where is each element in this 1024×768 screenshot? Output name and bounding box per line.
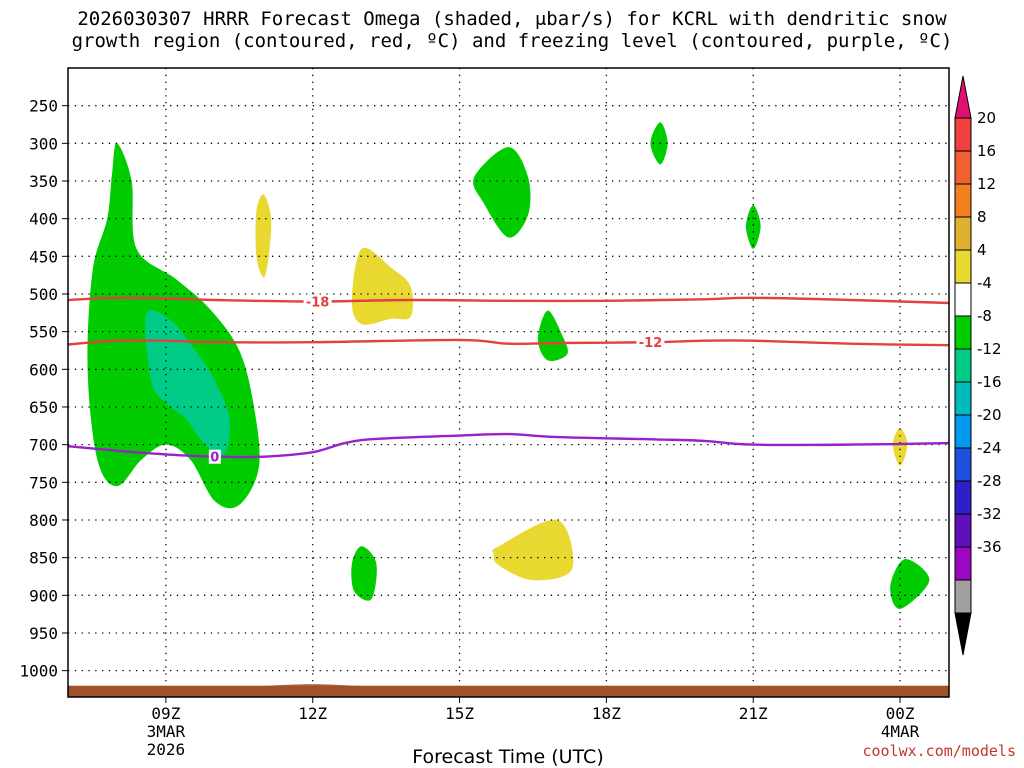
- contour-label-bg-isotherm-minus-18: [303, 294, 332, 309]
- colorbar-swatch-10: [954, 447, 972, 482]
- x-tick-date-09Z: 3MAR: [147, 722, 186, 741]
- colorbar-swatch-2: [954, 183, 972, 218]
- colorbar-swatch-13: [954, 546, 972, 581]
- x-tick-date-00Z: 4MAR: [881, 722, 920, 741]
- colorbar-label-1: 16: [977, 142, 996, 160]
- x-tick-label-21Z: 21Z: [739, 704, 768, 723]
- colorbar-label-13: -36: [977, 538, 1002, 556]
- colorbar-top-arrow: [954, 75, 972, 119]
- contour-label-freezing-level: 0: [210, 451, 219, 466]
- colorbar-label-11: -28: [977, 472, 1002, 490]
- grid-layer: [68, 68, 949, 697]
- omega-region-green-19z: [650, 122, 668, 165]
- omega-region-green-24z-low: [890, 559, 930, 609]
- y-tick-label-550: 550: [29, 323, 58, 342]
- colorbar-swatch-5: [954, 282, 972, 317]
- terrain-bump: [263, 684, 357, 686]
- contour-isotherm-minus-18: [68, 296, 949, 305]
- x-tick-label-15Z: 15Z: [445, 704, 474, 723]
- y-tick-label-250: 250: [29, 97, 58, 116]
- colorbar-swatch-7: [954, 348, 972, 383]
- colorbar-swatch-12: [954, 513, 972, 548]
- colorbar-swatch-3: [954, 216, 972, 251]
- y-tick-label-950: 950: [29, 624, 58, 643]
- omega-region-teal-core: [145, 310, 231, 456]
- omega-region-green-17z: [537, 310, 568, 362]
- omega-region-yellow-blob-1: [351, 247, 414, 325]
- colorbar: 20 16 12 8 4 -4 -8 -12 -16 -20 -24 -28 -32 -36: [954, 75, 1002, 656]
- colorbar-bottom-arrow: [954, 612, 972, 656]
- colorbar-label-12: -32: [977, 505, 1002, 523]
- colorbar-label-10: -24: [977, 439, 1002, 457]
- y-tick-label-700: 700: [29, 436, 58, 455]
- colorbar-label-0: 20: [977, 109, 996, 127]
- contour-label-isotherm-minus-12: -12: [639, 336, 663, 351]
- colorbar-swatch-6: [954, 315, 972, 350]
- credit-text: coolwx.com/models: [862, 742, 1016, 760]
- y-tick-label-650: 650: [29, 398, 58, 417]
- x-axis-label: Forecast Time (UTC): [412, 746, 603, 768]
- omega-region-yellow-24z: [892, 428, 908, 466]
- omega-region-green-13z: [351, 546, 377, 601]
- omega-shading-layer: [87, 122, 930, 609]
- colorbar-label-6: -8: [977, 307, 992, 325]
- contour-label-bg-freezing-level: [208, 449, 221, 464]
- x-tick-year-09Z: 2026: [147, 740, 186, 759]
- x-tick-label-09Z: 09Z: [151, 704, 180, 723]
- y-tick-label-800: 800: [29, 511, 58, 530]
- colorbar-label-5: -4: [977, 274, 992, 292]
- x-tick-label-12Z: 12Z: [298, 704, 327, 723]
- chart-title-line-2: growth region (contoured, red, ºC) and f…: [71, 30, 953, 52]
- omega-region-green-15z: [473, 147, 531, 238]
- y-tick-label-600: 600: [29, 360, 58, 379]
- omega-region-green-21z: [745, 205, 761, 249]
- plot-frame: [67, 67, 950, 698]
- colorbar-swatch-1: [954, 150, 972, 185]
- omega-region-yellow-16z: [492, 519, 574, 581]
- colorbar-swatch-11: [954, 480, 972, 515]
- colorbar-label-2: 12: [977, 175, 996, 193]
- y-tick-label-450: 450: [29, 247, 58, 266]
- colorbar-swatch-8: [954, 381, 972, 416]
- colorbar-swatch-4: [954, 249, 972, 284]
- colorbar-swatch-14: [954, 579, 972, 614]
- colorbar-swatch-0: [954, 117, 972, 152]
- contour-label-isotherm-minus-18: -18: [306, 295, 330, 310]
- y-tick-label-300: 300: [29, 134, 58, 153]
- y-tick-label-1000: 1000: [19, 662, 58, 681]
- colorbar-label-3: 8: [977, 208, 987, 226]
- y-axis-ticks: 250 300 350 400 450 500 550 600 650 700 750 800 850 9…: [19, 97, 68, 681]
- terrain-layer: [68, 684, 949, 697]
- colorbar-swatch-9: [954, 414, 972, 449]
- x-tick-label-18Z: 18Z: [592, 704, 621, 723]
- y-tick-label-900: 900: [29, 586, 58, 605]
- x-tick-label-00Z: 00Z: [886, 704, 915, 723]
- contour-isotherm-minus-12: [68, 338, 949, 347]
- colorbar-label-4: 4: [977, 241, 987, 259]
- y-tick-label-500: 500: [29, 285, 58, 304]
- contour-freezing-level: [68, 432, 949, 459]
- colorbar-label-9: -20: [977, 406, 1002, 424]
- y-tick-label-350: 350: [29, 172, 58, 191]
- y-tick-label-850: 850: [29, 549, 58, 568]
- contour-layer: -18 -12 0: [68, 294, 949, 466]
- colorbar-label-8: -16: [977, 373, 1002, 391]
- omega-region-yellow-tick-1: [255, 194, 272, 278]
- contour-label-bg-isotherm-minus-12: [636, 335, 665, 350]
- colorbar-label-7: -12: [977, 340, 1002, 358]
- y-tick-label-400: 400: [29, 210, 58, 229]
- terrain-surface: [68, 685, 949, 697]
- chart-title: 2026030307 HRRR Forecast Omega (shaded, …: [0, 8, 1024, 52]
- y-tick-label-750: 750: [29, 473, 58, 492]
- chart-title-line-1: 2026030307 HRRR Forecast Omega (shaded, …: [77, 8, 947, 30]
